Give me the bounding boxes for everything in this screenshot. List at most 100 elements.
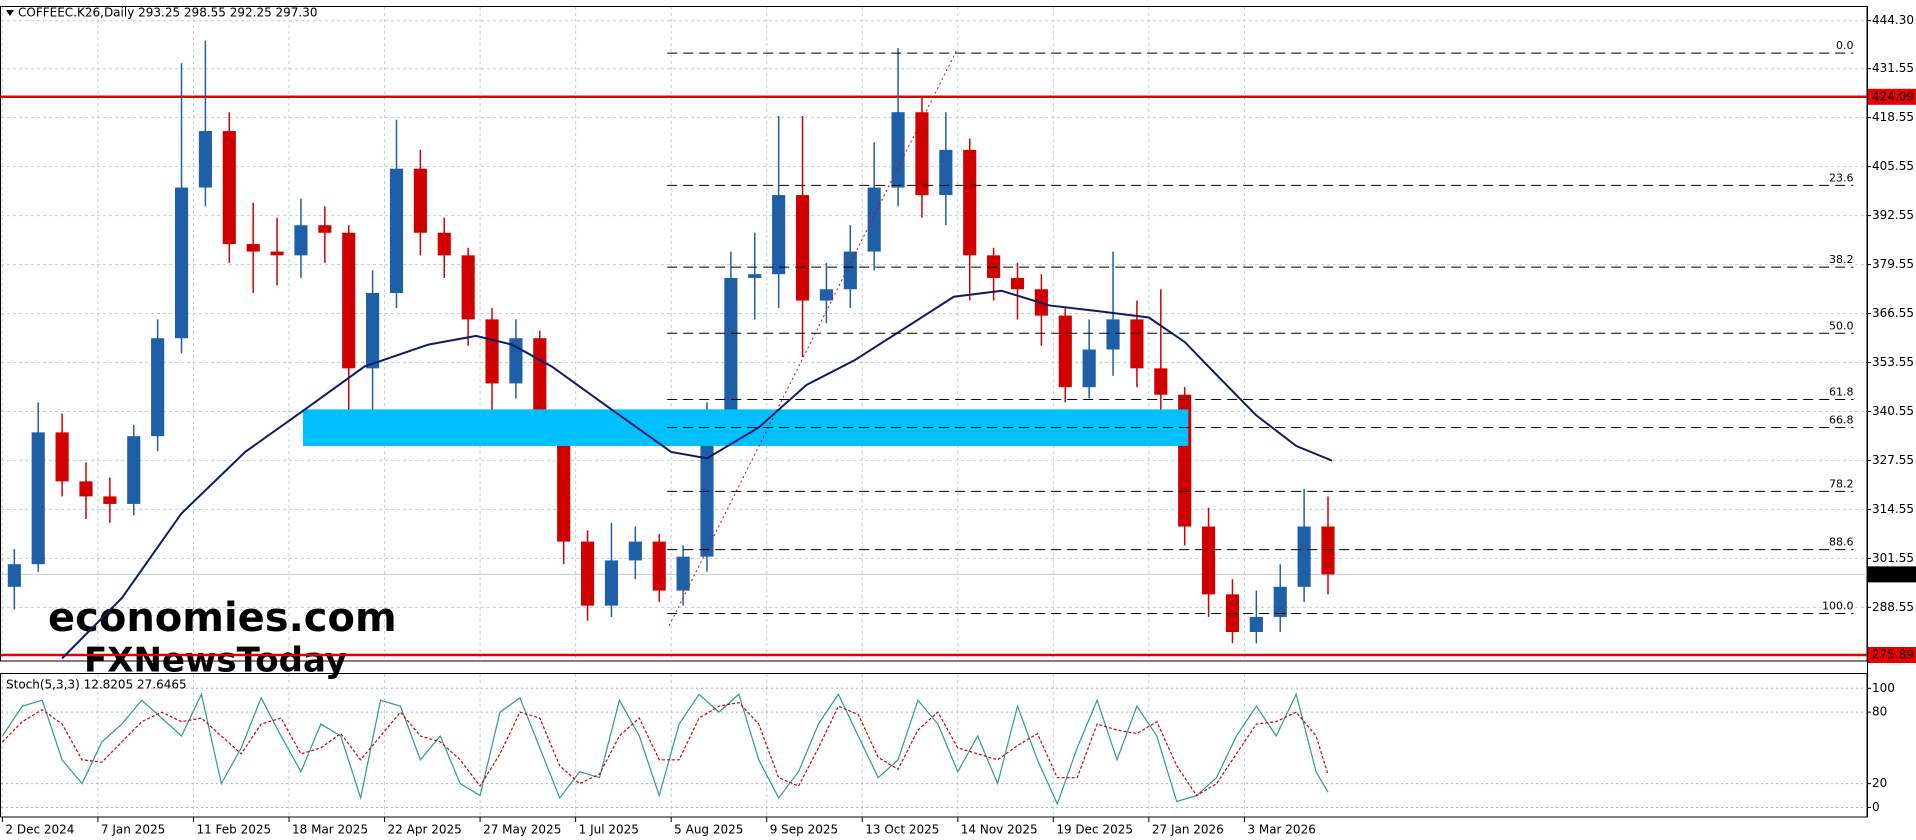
candle-body [389,168,404,294]
price-tag-label: 297.30 [1872,567,1914,581]
y-tick-label: 431.55 [1872,61,1914,75]
candle-body [843,251,857,290]
watermark: economies.com [48,595,397,641]
candle-body [557,432,571,542]
x-tick-label: 9 Sep 2025 [770,823,838,837]
candle-body [7,564,21,587]
y-tick-label: 444.30 [1872,13,1914,27]
x-tick-label: 5 Aug 2025 [674,823,743,837]
candle-body [342,232,356,369]
candle-body [676,556,690,591]
candle-body [198,131,212,188]
y-tick-label: 353.55 [1872,355,1914,369]
trend-line [668,50,957,626]
y-tick-label: 392.55 [1872,208,1914,222]
candle-body [127,436,141,504]
price-tag [1868,566,1916,583]
y-tick-label: 314.55 [1872,502,1914,516]
candle-body [891,112,905,188]
y-tick-label: 288.55 [1872,600,1914,614]
y-tick-label: 301.55 [1872,551,1914,565]
x-tick-label: 11 Feb 2025 [196,823,271,837]
candle-body [79,481,93,497]
candle-body [1249,616,1263,632]
candle-body [151,338,165,437]
price-tag [1868,88,1916,105]
price-title: COFFEEC.K26,Daily 293.25 298.55 292.25 2… [18,6,318,20]
candle-body [772,195,786,275]
fib-label: 78.2 [1829,477,1854,490]
x-tick-label: 22 Apr 2025 [388,823,462,837]
fib-label: 50.0 [1829,319,1854,332]
candle-body [604,560,619,606]
y-tick-label: 366.55 [1872,306,1914,320]
fib-label: 61.8 [1829,385,1854,398]
candle-body [963,149,977,256]
watermark: FXNewsToday [84,641,347,681]
y-tick-label: 80 [1872,705,1887,719]
x-tick-label: 18 Mar 2025 [292,823,368,837]
fib-label: 88.6 [1829,536,1854,549]
x-tick-label: 13 Oct 2025 [865,823,939,837]
candle-body [103,496,117,504]
y-tick-label: 327.55 [1872,453,1914,467]
candle-body [700,413,714,557]
candle-body [819,289,833,301]
candle-body [1058,315,1072,388]
candle-body [270,251,284,256]
candle-body [628,541,642,561]
candle-body [1202,526,1216,595]
stoch-title: Stoch(5,3,3) 12.8205 27.6465 [6,678,187,692]
candle-body [1130,319,1144,369]
candle-body [915,112,929,196]
candle-body [939,149,953,196]
candle-body [1321,526,1335,575]
candle-body [246,244,260,252]
candle-body [1106,319,1120,350]
candle-body [461,255,475,320]
x-tick-label: 1 Jul 2025 [579,823,639,837]
candle-body [580,541,595,606]
y-tick-label: 0 [1872,800,1880,814]
candle-body [748,274,762,278]
y-tick-label: 340.55 [1872,404,1914,418]
x-tick-label: 2 Dec 2024 [5,823,74,837]
candle-body [867,187,881,252]
candle-body [174,187,189,339]
candle-body [485,319,499,384]
candle-body [987,255,1001,278]
candle-body [413,168,427,233]
x-tick-label: 27 May 2025 [483,823,561,837]
candle-body [222,131,236,245]
price-tag-label: 275.89 [1872,648,1914,662]
candle-body [1082,349,1096,388]
candle-body [652,541,666,591]
plot-layer: 2 Dec 2024 7 Jan 2025 11 Feb 2025 18 Mar 20… [1,6,1916,837]
fib-label: 23.6 [1829,171,1854,184]
candle-body [724,277,738,414]
candle-body [1154,368,1168,395]
candle-body [437,232,451,256]
candle-body [31,432,45,565]
candle-body [318,225,332,233]
collapse-icon [6,10,14,16]
y-tick-label: 379.55 [1872,257,1914,271]
y-tick-label: 405.55 [1872,159,1914,173]
x-tick-label: 3 Mar 2026 [1247,823,1315,837]
candle-body [1273,586,1287,617]
fib-label: 100.0 [1822,600,1854,613]
candle-body [55,432,69,482]
stoch-line [1,701,1329,797]
x-tick-label: 27 Jan 2026 [1152,823,1224,837]
moving-average [61,289,1333,660]
x-tick-label: 19 Dec 2025 [1056,823,1133,837]
fib-label: 38.2 [1829,253,1854,266]
fib-label: 0.0 [1836,39,1854,52]
candle-body [1297,526,1311,587]
candle-body [294,225,308,256]
candle-body [1010,277,1025,290]
x-tick-label: 7 Jan 2025 [101,823,165,837]
price-tag-label: 424.09 [1872,89,1914,103]
x-tick-label: 14 Nov 2025 [961,823,1038,837]
